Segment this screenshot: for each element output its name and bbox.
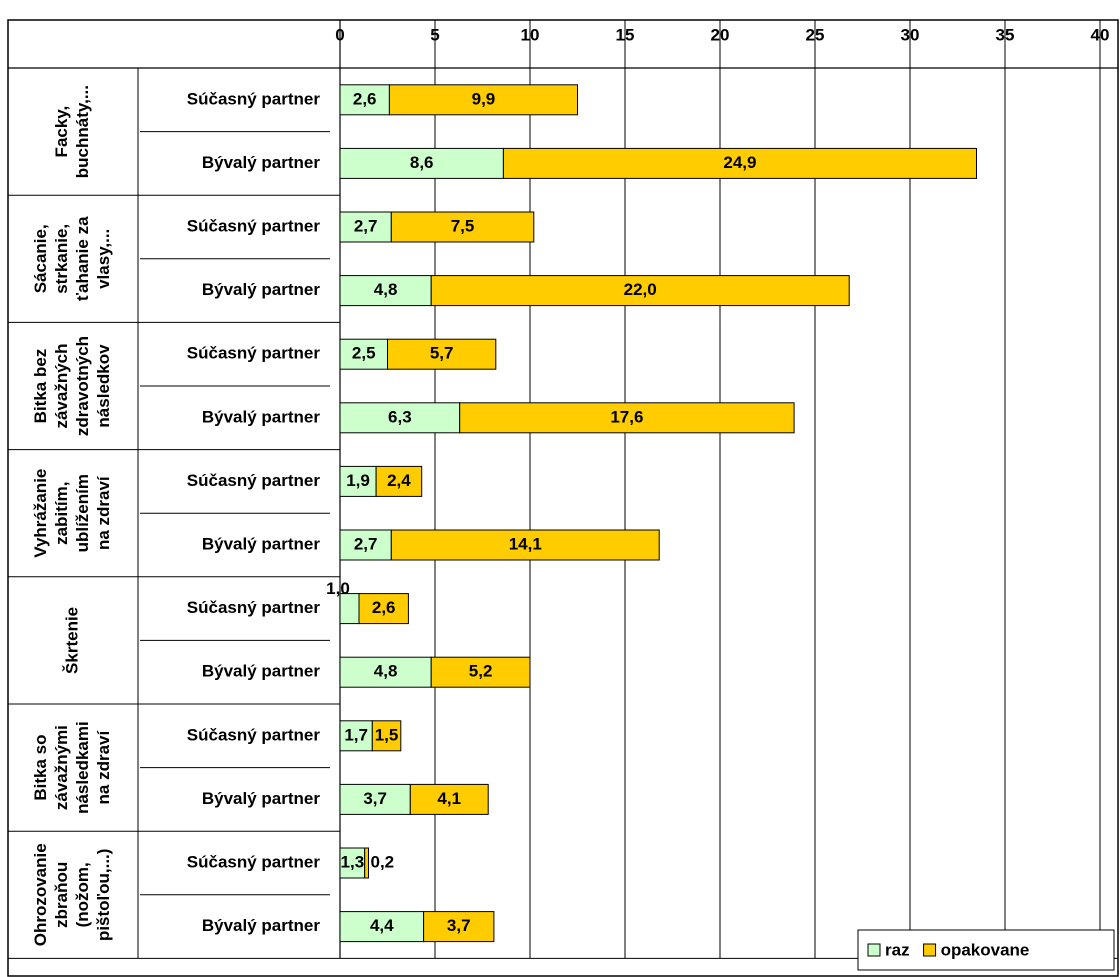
bar-segment [358,593,409,625]
data-label: 22,0 [624,280,657,299]
group-label: Sácanie, [31,224,50,293]
y-tick-label: Súčasný partner [187,344,321,363]
bar-segment [339,275,432,307]
y-tick-label: Súčasný partner [187,598,321,617]
group-label: buchnáty,... [73,85,92,178]
data-label: 5,2 [469,662,493,681]
data-label: 1,9 [346,471,370,490]
group-label: Vyhrážanie [31,469,50,558]
data-label: 0,2 [371,852,395,871]
legend [857,929,1115,971]
legend-label: opakovane [941,940,1030,959]
y-tick-label: Súčasný partner [187,471,321,490]
data-label: 2,6 [353,89,377,108]
bar-segment [339,529,392,561]
data-label: 4,8 [374,280,398,299]
group-label: následkami [73,721,92,814]
data-label: 14,1 [509,534,542,553]
y-tick-label: Bývalý partner [202,534,320,553]
data-label: 2,7 [354,534,378,553]
data-label: 9,9 [472,89,496,108]
group-label: ťahanie za [73,216,92,301]
bar-segment [502,147,977,179]
bar-segment [388,84,578,116]
y-tick-label: Bývalý partner [202,407,320,426]
bar-segment [375,465,423,497]
data-label: 6,3 [388,407,412,426]
bar-segment [390,211,535,243]
y-tick-label: Bývalý partner [202,789,320,808]
y-tick-label: Bývalý partner [202,280,320,299]
data-label: 17,6 [610,407,643,426]
bar-segment [339,656,432,688]
data-label: 4,1 [437,789,461,808]
bar-segment [390,529,660,561]
bar-segment [364,847,370,879]
bar-segment [409,783,489,815]
bar-segment [339,593,360,625]
data-label: 7,5 [451,216,475,235]
group-label: Ohrozovanie [31,843,50,946]
group-label: pištoľou,...) [94,849,113,941]
y-tick-label: Súčasný partner [187,216,321,235]
bar-segment [430,275,850,307]
y-tick-label: Súčasný partner [187,89,321,108]
group-label: strkanie, [52,224,71,294]
group-label: (nožom, [73,862,92,927]
group-label: zdravotných [73,336,92,436]
data-label: 1,5 [375,725,399,744]
y-tick-label: Bývalý partner [202,662,320,681]
group-label: Bitka bez [31,349,50,424]
group-label: na zdraví [94,475,113,550]
legend-swatch [923,943,937,957]
data-label: 5,7 [430,344,454,363]
data-label: 4,8 [374,662,398,681]
data-label: 3,7 [363,789,387,808]
group-label: Bitka so [31,735,50,801]
group-label: zbraňou [52,862,71,928]
group-label: ublížením [73,474,92,552]
data-label: 8,6 [410,153,434,172]
y-tick-label: Bývalý partner [202,916,320,935]
legend-label: raz [885,940,910,959]
data-label: 2,6 [372,598,396,617]
bar-segment [430,656,531,688]
bar-segment [339,783,411,815]
y-tick-label: Bývalý partner [202,153,320,172]
bar-segment [423,911,495,943]
data-label: 2,7 [354,216,378,235]
data-label: 1,0 [326,579,350,598]
data-label: 1,7 [344,725,368,744]
group-label: závažnými [52,725,71,810]
bar-segment [339,465,377,497]
bar-segment [387,338,497,370]
group-label: Facky, [52,106,71,158]
group-label: na zdraví [94,729,113,804]
bar-segment [371,720,402,752]
data-label: 24,9 [723,153,756,172]
bar-segment [459,402,795,434]
bar-segment [339,911,425,943]
data-label: 2,4 [387,471,411,490]
group-label: Škrtenie [62,607,81,674]
bar-segment [339,720,373,752]
y-tick-label: Súčasný partner [187,725,321,744]
data-label: 4,4 [370,916,394,935]
data-label: 1,3 [341,852,365,871]
x-tick-label: 0 [335,25,344,44]
group-label: zabitím, [52,482,71,545]
y-tick-label: Súčasný partner [187,852,321,871]
frame [7,19,1119,977]
data-label: 2,5 [352,344,376,363]
group-label: vlasy,... [94,229,113,289]
legend-swatch [867,943,881,957]
group-label: závažných [52,343,71,428]
group-label: následkov [94,344,113,428]
data-label: 3,7 [447,916,471,935]
